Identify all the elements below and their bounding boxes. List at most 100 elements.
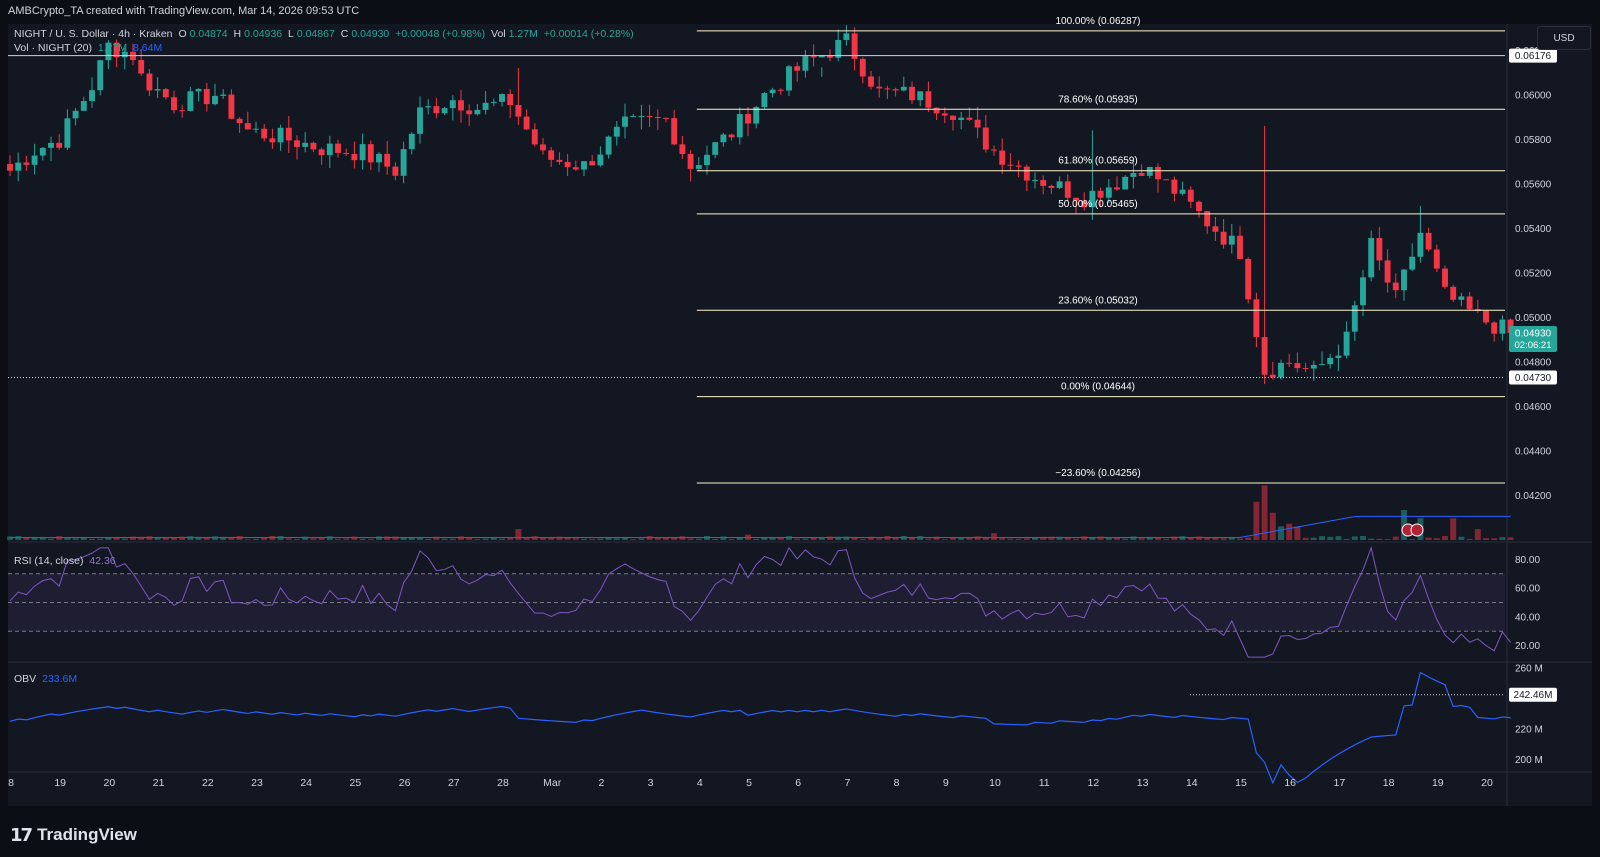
volume-bar [1032, 537, 1038, 540]
volume-bar [187, 536, 194, 540]
tradingview-brand[interactable]: 17 TradingView [10, 824, 137, 846]
volume-bar [318, 537, 325, 540]
volume-bar [843, 536, 850, 540]
rsi-legend[interactable]: RSI (14, close) 42.36 [14, 555, 119, 567]
candle-body [294, 140, 300, 147]
candle-body [581, 161, 587, 170]
candle-body [39, 147, 46, 156]
volume-bar [794, 538, 801, 540]
volume-bar [999, 538, 1006, 540]
volume-bar [39, 537, 46, 540]
volume-bar [1442, 536, 1448, 540]
candle-body [1433, 249, 1440, 269]
volume-bar [1392, 536, 1399, 540]
candle-body [1089, 190, 1096, 208]
price-label-text: 0.04730 [1515, 373, 1552, 384]
candle-body [1179, 189, 1186, 194]
candle-body [1245, 258, 1252, 300]
volume-bar [1491, 538, 1498, 540]
legend-l-label: L [287, 28, 294, 40]
volume-bar [376, 536, 382, 540]
candle-body [1122, 176, 1129, 190]
volume-bar [408, 537, 415, 540]
price-tick-label: 0.06000 [1515, 90, 1552, 101]
candle-body [802, 56, 809, 71]
fib-level-label: 0.00% (0.04644) [1061, 382, 1135, 393]
candle-body [80, 101, 87, 111]
candle-body [900, 86, 907, 91]
candle-body [1425, 232, 1432, 250]
candle-body [490, 101, 497, 103]
candle-body [1097, 190, 1104, 198]
volume-bar [1187, 537, 1194, 540]
legend-c-label: C [340, 28, 349, 40]
price-tick-label: 0.05200 [1515, 268, 1552, 279]
candle-body [56, 142, 63, 148]
volume-bar [1064, 536, 1071, 540]
candle-body [531, 129, 538, 145]
candle-body [187, 91, 194, 111]
volume-bar [720, 536, 727, 540]
volume-bar [1335, 536, 1342, 540]
volume-bar [991, 533, 997, 540]
candle-body [458, 100, 464, 111]
volume-bar [515, 529, 522, 540]
chart-frame[interactable] [8, 24, 1592, 806]
volume-bar [48, 538, 54, 540]
volume-bar [712, 538, 719, 540]
candle-body [113, 42, 120, 58]
legend-vol-label: Vol [491, 28, 506, 40]
volume-bar [917, 536, 924, 540]
candle-body [318, 149, 325, 156]
rsi-tick-label: 80.00 [1515, 555, 1540, 566]
volume-value: 1.27M [97, 42, 128, 54]
currency-button[interactable]: USD [1537, 26, 1591, 50]
candle-body [991, 149, 997, 151]
candle-body [23, 162, 30, 165]
candle-body [728, 134, 735, 138]
candle-body [203, 88, 210, 105]
volume-bar [818, 537, 825, 540]
symbol-legend[interactable]: NIGHT / U. S. Dollar · 4h · Kraken O 0.04… [14, 28, 637, 40]
candle-body [1442, 268, 1448, 287]
volume-bar [851, 536, 858, 540]
volume-bar [622, 537, 628, 540]
volume-bar [868, 536, 874, 540]
x-tick-label: 15 [1235, 777, 1247, 789]
legend-open: 0.04874 [189, 28, 228, 40]
x-tick-label: 23 [251, 777, 263, 789]
volume-bar [1343, 539, 1350, 540]
volume-bar [933, 536, 940, 540]
x-tick-label: 8 [894, 777, 900, 789]
volume-bar [1286, 523, 1293, 540]
volume-bar [761, 537, 768, 540]
volume-bar [56, 536, 63, 540]
candle-body [97, 60, 104, 91]
candle-body [1335, 355, 1342, 358]
volume-bar [253, 538, 259, 540]
volume-bar [581, 538, 587, 540]
volume-bar [556, 536, 563, 540]
volume-bar [482, 538, 489, 540]
candle-body [244, 123, 251, 130]
candle-body [1466, 296, 1473, 310]
volume-bar [876, 538, 883, 540]
volume-bar [146, 536, 153, 540]
candle-body [941, 113, 948, 116]
candle-body [482, 102, 489, 110]
candle-body [1220, 231, 1227, 245]
volume-bar [679, 536, 686, 540]
volume-bar [1261, 485, 1268, 540]
volume-bar [1196, 536, 1202, 540]
volume-legend[interactable]: Vol · NIGHT (20) 1.27M 8.64M [14, 42, 165, 54]
candle-body [695, 165, 702, 169]
obv-legend[interactable]: OBV 233.6M [14, 673, 80, 685]
candle-body [753, 107, 760, 124]
candle-body [810, 56, 817, 58]
x-tick-label: 19 [1432, 777, 1444, 789]
volume-bar [171, 537, 177, 540]
volume-bar [638, 538, 645, 540]
volume-bar [548, 537, 555, 540]
volume-bar [941, 539, 948, 540]
